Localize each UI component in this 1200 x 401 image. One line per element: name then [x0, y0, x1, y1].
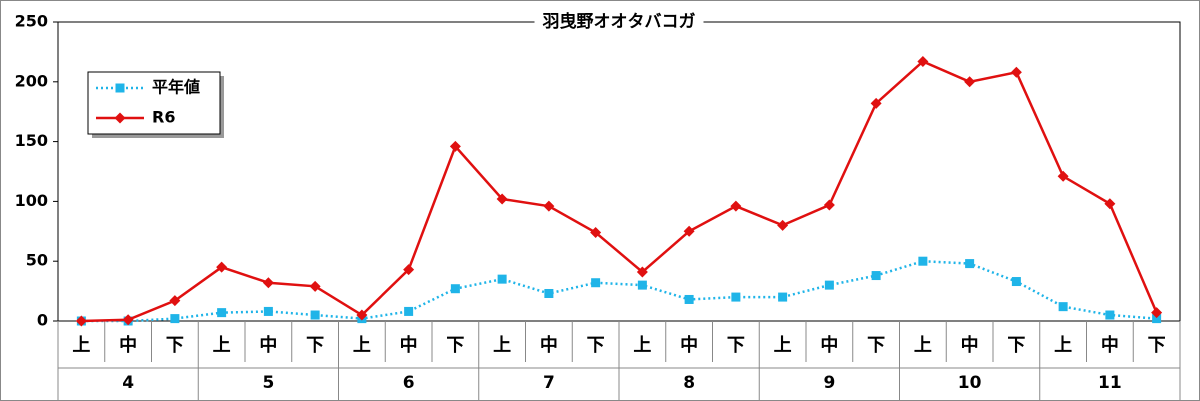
x-group-label: 9	[823, 373, 835, 393]
x-tick-label: 上	[1054, 335, 1072, 356]
x-tick-label: 下	[867, 335, 885, 356]
marker	[403, 264, 415, 276]
y-tick-label: 150	[15, 131, 48, 150]
x-group-label: 5	[262, 373, 274, 393]
marker	[824, 280, 834, 290]
marker	[356, 309, 368, 321]
marker	[636, 266, 648, 278]
chart-title: 羽曳野オオタバコガ	[543, 11, 696, 32]
marker	[217, 308, 227, 318]
marker	[170, 314, 180, 324]
y-tick-label: 200	[15, 71, 48, 90]
marker	[262, 277, 274, 289]
legend-box	[87, 71, 221, 135]
x-group-label: 10	[958, 373, 982, 393]
marker	[870, 97, 882, 109]
x-tick-label: 上	[774, 335, 792, 356]
x-tick-label: 上	[353, 335, 371, 356]
x-tick-label: 下	[1007, 335, 1025, 356]
marker	[778, 292, 788, 302]
x-group-label: 6	[403, 373, 415, 393]
marker	[216, 261, 228, 273]
marker	[731, 292, 741, 302]
marker	[1057, 170, 1069, 182]
x-tick-label: 上	[633, 335, 651, 356]
x-tick-label: 中	[259, 334, 277, 356]
title-background	[534, 11, 704, 32]
x-tick-label: 上	[914, 335, 932, 356]
x-tick-label: 下	[1148, 335, 1166, 356]
marker	[777, 219, 789, 231]
marker	[964, 76, 976, 88]
marker	[1105, 310, 1115, 320]
x-group-label: 11	[1098, 373, 1122, 393]
marker	[497, 274, 507, 284]
x-tick-label: 上	[493, 335, 511, 356]
x-tick-label: 下	[166, 335, 184, 356]
x-group-label: 4	[122, 373, 134, 393]
marker	[309, 280, 321, 292]
marker	[450, 284, 460, 294]
legend: 平年値 R6	[87, 71, 224, 138]
marker	[544, 288, 554, 298]
x-tick-label: 上	[213, 335, 231, 356]
marker	[591, 278, 601, 288]
marker	[496, 193, 508, 205]
x-tick-label: 中	[961, 334, 979, 356]
marker	[683, 225, 695, 237]
x-tick-label: 中	[1101, 334, 1119, 356]
x-group-label: 7	[543, 373, 555, 393]
marker	[169, 295, 181, 307]
legend-label: 平年値	[152, 78, 200, 97]
marker	[115, 83, 125, 93]
marker	[965, 259, 975, 269]
marker	[590, 226, 602, 238]
marker	[1011, 277, 1021, 287]
x-tick-label: 中	[680, 334, 698, 356]
marker	[449, 140, 461, 152]
marker	[871, 271, 881, 281]
x-tick-label: 下	[446, 335, 464, 356]
legend-label: R6	[152, 108, 175, 127]
x-tick-label: 下	[587, 335, 605, 356]
x-tick-label: 中	[820, 334, 838, 356]
marker	[404, 306, 414, 316]
marker	[637, 280, 647, 290]
x-group-label: 8	[683, 373, 695, 393]
marker	[1104, 198, 1116, 210]
marker	[263, 306, 273, 316]
marker	[730, 200, 742, 212]
series-line	[81, 60, 1158, 323]
x-tick-label: 上	[72, 335, 90, 356]
x-tick-label: 中	[400, 334, 418, 356]
marker	[1010, 66, 1022, 78]
marker	[917, 55, 929, 67]
marker	[75, 315, 87, 327]
marker	[122, 314, 134, 326]
x-tick-label: 中	[119, 334, 137, 356]
marker	[310, 310, 320, 320]
marker	[543, 200, 555, 212]
marker	[1152, 314, 1162, 324]
y-tick-label: 100	[15, 191, 48, 210]
y-tick-label: 250	[15, 12, 48, 31]
x-tick-label: 下	[727, 335, 745, 356]
y-tick-label: 0	[37, 311, 48, 330]
x-tick-label: 中	[540, 334, 558, 356]
marker	[1058, 302, 1068, 312]
marker	[684, 294, 694, 304]
marker	[114, 112, 126, 124]
marker	[918, 256, 928, 266]
y-tick-label: 50	[26, 251, 48, 270]
marker	[1151, 307, 1163, 319]
marker	[823, 199, 835, 211]
x-tick-label: 下	[306, 335, 324, 356]
